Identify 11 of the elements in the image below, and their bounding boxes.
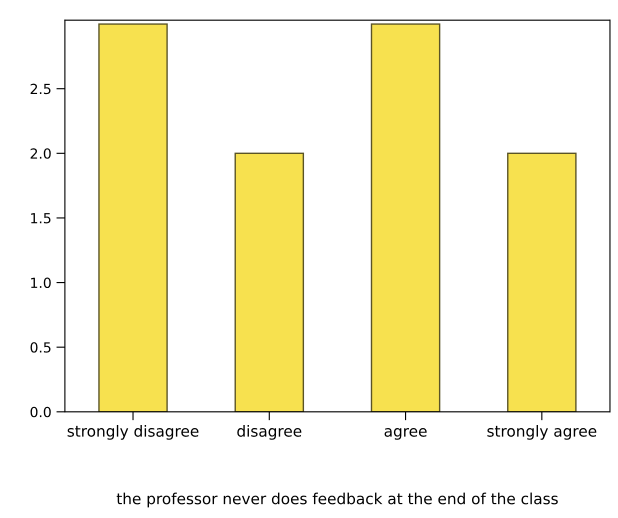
x-tick-label: strongly disagree xyxy=(68,425,198,440)
y-tick-label: 2.0 xyxy=(30,148,51,159)
y-tick-label: 0.0 xyxy=(30,406,51,418)
x-tick-label: agree xyxy=(384,428,427,440)
x-tick-label: disagree xyxy=(237,425,302,440)
y-tick-label: 1.5 xyxy=(31,213,50,224)
x-tick-label: strongly agree xyxy=(487,425,596,440)
y-tick-label: 2.5 xyxy=(30,84,50,94)
y-tick-label: 1.0 xyxy=(31,278,51,288)
y-tick-label: 0.5 xyxy=(30,342,50,353)
x-axis-title: the professor never does feedback at the end of the class xyxy=(116,492,558,508)
